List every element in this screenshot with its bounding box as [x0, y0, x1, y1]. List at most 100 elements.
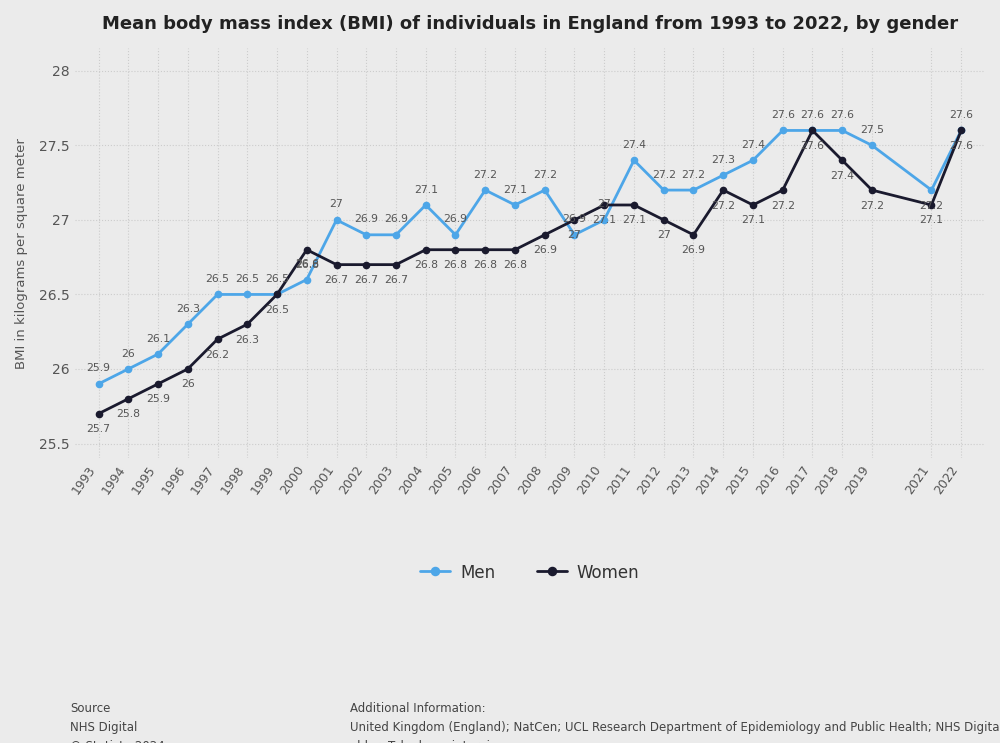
Women: [360, 260, 372, 269]
Women: [568, 215, 580, 224]
Women: [955, 126, 967, 135]
Text: 26.8: 26.8: [503, 260, 527, 270]
Men: [687, 186, 699, 195]
Text: 27.2: 27.2: [533, 169, 557, 180]
Men: [806, 126, 818, 135]
Women: [509, 245, 521, 254]
Text: 27.2: 27.2: [681, 169, 705, 180]
Men: [925, 186, 937, 195]
Men: [777, 126, 789, 135]
Text: 27.6: 27.6: [771, 110, 795, 120]
Men: [509, 201, 521, 210]
Men: [93, 380, 105, 389]
Text: 27: 27: [657, 230, 671, 240]
Text: 25.8: 25.8: [116, 409, 140, 419]
Women: [212, 334, 224, 343]
Text: 27.2: 27.2: [711, 201, 735, 210]
Text: 26.7: 26.7: [384, 275, 408, 285]
Text: 26.9: 26.9: [443, 215, 467, 224]
Men: [658, 186, 670, 195]
Text: 27.4: 27.4: [741, 140, 765, 150]
Women: [747, 201, 759, 210]
Women: [271, 290, 283, 299]
Text: 25.7: 25.7: [87, 424, 111, 434]
Women: [390, 260, 402, 269]
Text: 26.5: 26.5: [235, 274, 259, 284]
Men: [241, 290, 253, 299]
Text: 26.7: 26.7: [354, 275, 378, 285]
Text: 26.3: 26.3: [176, 304, 200, 314]
Text: 27.1: 27.1: [919, 215, 943, 225]
Women: [93, 409, 105, 418]
Men: [628, 156, 640, 165]
Text: Additional Information:
United Kingdom (England); NatCen; UCL Research Departmen: Additional Information: United Kingdom (…: [350, 702, 1000, 743]
Text: 27.6: 27.6: [800, 110, 824, 120]
Text: 27.5: 27.5: [860, 125, 884, 135]
Women: [658, 215, 670, 224]
Text: 27.2: 27.2: [919, 201, 943, 210]
Line: Women: Women: [95, 127, 964, 417]
Text: 27.1: 27.1: [503, 184, 527, 195]
Text: 27.3: 27.3: [711, 155, 735, 165]
Text: 27: 27: [597, 199, 611, 210]
Text: 26: 26: [181, 380, 195, 389]
Text: 26.2: 26.2: [206, 350, 230, 360]
Women: [241, 319, 253, 328]
Text: 27.2: 27.2: [473, 169, 497, 180]
Women: [301, 245, 313, 254]
Text: 26.5: 26.5: [265, 274, 289, 284]
Men: [331, 215, 343, 224]
Y-axis label: BMI in kilograms per square meter: BMI in kilograms per square meter: [15, 138, 28, 369]
Text: 26.7: 26.7: [325, 275, 349, 285]
Text: 27.4: 27.4: [830, 171, 854, 181]
Title: Mean body mass index (BMI) of individuals in England from 1993 to 2022, by gende: Mean body mass index (BMI) of individual…: [102, 15, 958, 33]
Men: [598, 215, 610, 224]
Text: 27: 27: [330, 199, 343, 210]
Women: [122, 395, 134, 403]
Men: [122, 365, 134, 374]
Men: [747, 156, 759, 165]
Text: 27: 27: [568, 230, 581, 240]
Men: [955, 126, 967, 135]
Text: 26.9: 26.9: [562, 215, 586, 224]
Text: 26.8: 26.8: [295, 260, 319, 270]
Text: 27.6: 27.6: [830, 110, 854, 120]
Text: 27.6: 27.6: [949, 110, 973, 120]
Text: 27.2: 27.2: [771, 201, 795, 210]
Line: Men: Men: [95, 127, 964, 387]
Women: [717, 186, 729, 195]
Text: 26.8: 26.8: [443, 260, 467, 270]
Men: [449, 230, 461, 239]
Text: 25.9: 25.9: [87, 363, 111, 374]
Text: 26.1: 26.1: [146, 334, 170, 344]
Text: 26.6: 26.6: [295, 259, 319, 269]
Women: [836, 156, 848, 165]
Men: [152, 350, 164, 359]
Women: [479, 245, 491, 254]
Women: [925, 201, 937, 210]
Men: [390, 230, 402, 239]
Women: [866, 186, 878, 195]
Men: [479, 186, 491, 195]
Women: [182, 365, 194, 374]
Women: [449, 245, 461, 254]
Women: [331, 260, 343, 269]
Women: [687, 230, 699, 239]
Text: 25.9: 25.9: [146, 395, 170, 404]
Women: [777, 186, 789, 195]
Text: 27.2: 27.2: [652, 169, 676, 180]
Men: [271, 290, 283, 299]
Men: [182, 319, 194, 328]
Text: Source
NHS Digital
© Statista 2024: Source NHS Digital © Statista 2024: [70, 702, 165, 743]
Women: [806, 126, 818, 135]
Women: [539, 230, 551, 239]
Women: [152, 380, 164, 389]
Men: [568, 230, 580, 239]
Text: 27.4: 27.4: [622, 140, 646, 150]
Text: 27.6: 27.6: [949, 141, 973, 151]
Text: 26.9: 26.9: [533, 245, 557, 256]
Women: [420, 245, 432, 254]
Text: 26: 26: [121, 348, 135, 359]
Women: [628, 201, 640, 210]
Text: 26.9: 26.9: [681, 245, 705, 256]
